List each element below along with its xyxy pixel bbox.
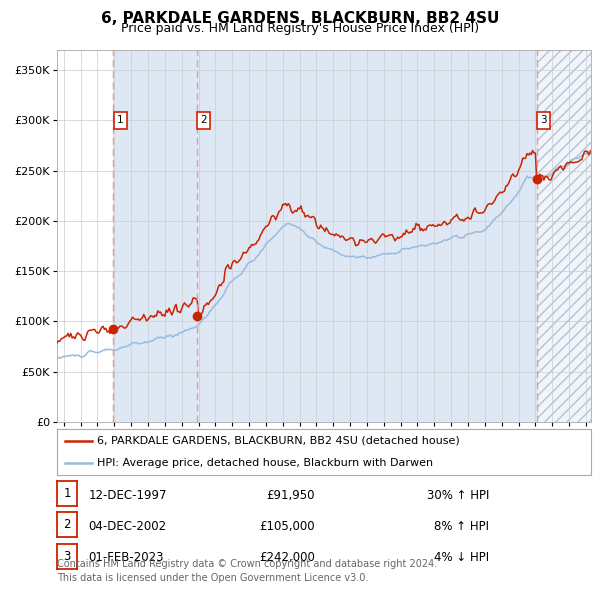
- Text: Price paid vs. HM Land Registry's House Price Index (HPI): Price paid vs. HM Land Registry's House …: [121, 22, 479, 35]
- Text: 01-FEB-2023: 01-FEB-2023: [88, 552, 164, 565]
- Text: 6, PARKDALE GARDENS, BLACKBURN, BB2 4SU (detached house): 6, PARKDALE GARDENS, BLACKBURN, BB2 4SU …: [97, 436, 460, 446]
- Text: £105,000: £105,000: [259, 520, 315, 533]
- Text: 1: 1: [64, 487, 71, 500]
- Text: 4% ↓ HPI: 4% ↓ HPI: [434, 552, 489, 565]
- Text: £91,950: £91,950: [266, 489, 315, 502]
- Bar: [113, 50, 197, 422]
- Text: 3: 3: [64, 550, 71, 563]
- Text: Contains HM Land Registry data © Crown copyright and database right 2024.
This d: Contains HM Land Registry data © Crown c…: [57, 559, 437, 583]
- Bar: [537, 50, 595, 422]
- Text: £242,000: £242,000: [259, 552, 315, 565]
- Bar: [537, 50, 595, 422]
- Text: 6, PARKDALE GARDENS, BLACKBURN, BB2 4SU: 6, PARKDALE GARDENS, BLACKBURN, BB2 4SU: [101, 11, 499, 25]
- Text: 2: 2: [64, 519, 71, 532]
- Text: 1: 1: [117, 116, 124, 126]
- Text: 2: 2: [200, 116, 207, 126]
- Text: 8% ↑ HPI: 8% ↑ HPI: [434, 520, 489, 533]
- Text: 30% ↑ HPI: 30% ↑ HPI: [427, 489, 489, 502]
- Text: 12-DEC-1997: 12-DEC-1997: [88, 489, 167, 502]
- Bar: [197, 50, 537, 422]
- Text: 04-DEC-2002: 04-DEC-2002: [88, 520, 166, 533]
- Text: HPI: Average price, detached house, Blackburn with Darwen: HPI: Average price, detached house, Blac…: [97, 458, 433, 468]
- Text: 3: 3: [540, 116, 547, 126]
